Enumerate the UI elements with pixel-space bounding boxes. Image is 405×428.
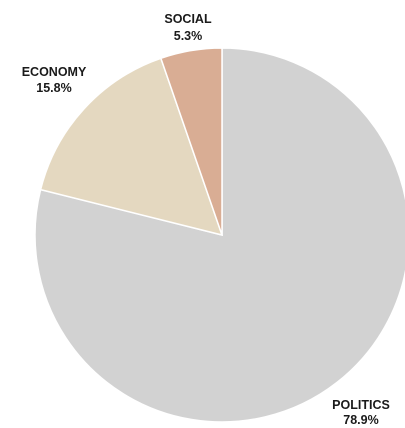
slice-label-social: SOCIAL bbox=[164, 12, 212, 26]
slice-value-economy: 15.8% bbox=[36, 81, 71, 95]
slice-value-politics: 78.9% bbox=[343, 413, 378, 427]
pie-slice-social bbox=[159, 47, 223, 236]
slice-label-politics: POLITICS bbox=[332, 398, 390, 412]
slice-value-social: 5.3% bbox=[174, 29, 203, 43]
pie-labels: POLITICS 78.9% ECONOMY 15.8% SOCIAL 5.3% bbox=[22, 12, 390, 427]
pie-slices bbox=[34, 47, 405, 423]
pie-slice-economy bbox=[39, 57, 224, 237]
slice-label-economy: ECONOMY bbox=[22, 65, 87, 79]
